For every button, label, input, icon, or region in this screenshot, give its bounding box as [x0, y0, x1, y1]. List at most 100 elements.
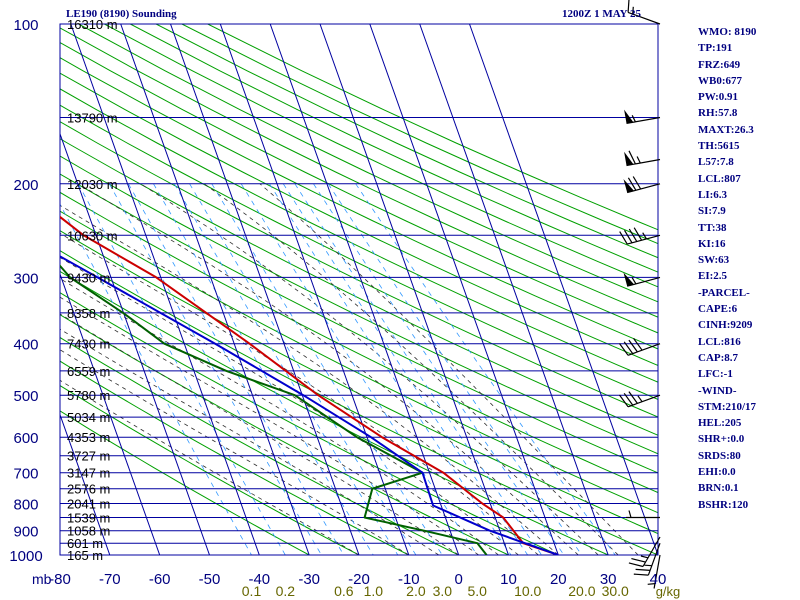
wind-barb-half-feather	[637, 395, 643, 403]
wind-barb-shaft	[627, 11, 661, 25]
isotherm	[60, 272, 161, 555]
index-item: SW:63	[698, 254, 730, 267]
moist-adiabat	[259, 183, 639, 555]
index-item: EI:2.5	[698, 270, 728, 283]
wind-barb	[623, 176, 661, 194]
x-tick-label: -70	[99, 571, 121, 588]
height-label: 9430 m	[67, 270, 110, 285]
y-tick-label: 500	[13, 388, 38, 405]
height-label: 6559 m	[67, 364, 110, 379]
height-label: 3727 m	[67, 449, 110, 464]
plot-frame	[59, 23, 659, 556]
isotherm	[0, 24, 10, 555]
index-item: EHI:0.0	[698, 466, 736, 479]
height-label: 1058 m	[67, 524, 110, 539]
height-label: 10630 m	[67, 228, 118, 243]
y-tick-label: 800	[13, 497, 38, 514]
index-item: HEL:205	[698, 417, 742, 430]
wind-barb-shaft	[653, 554, 661, 589]
wind-barb-feather	[633, 227, 643, 241]
wind-barb-half-feather	[632, 6, 634, 15]
x-tick-label: -40	[248, 571, 270, 588]
isotherm	[269, 24, 460, 555]
mixing-ratio-label: 3.0	[433, 583, 453, 599]
wind-barb-feather	[628, 150, 636, 165]
wind-barb-half-feather	[640, 555, 649, 559]
height-label: 8358 m	[67, 306, 110, 321]
x-tick-label: -20	[348, 571, 370, 588]
mixing-ratio-line	[327, 183, 583, 555]
wind-barb-feather	[619, 343, 629, 356]
wind-barb-half-feather	[628, 510, 632, 518]
height-label: 2576 m	[67, 482, 110, 497]
index-item: FRZ:649	[698, 58, 741, 71]
height-label: 16310 m	[67, 17, 118, 32]
wind-barb-feather	[623, 229, 633, 244]
dry-adiabat	[104, 24, 658, 288]
wind-barb-shaft	[627, 343, 661, 356]
index-item: BSHR:120	[698, 498, 749, 511]
index-item: SRDS:80	[698, 449, 741, 462]
mixing-ratio-line	[240, 183, 478, 555]
moist-adiabat	[60, 313, 459, 555]
wind-barb-feather	[628, 339, 638, 353]
x-tick-label: 0	[455, 571, 463, 588]
index-item: LCL:807	[698, 172, 741, 185]
moist-adiabat	[60, 328, 439, 555]
wind-barb-shaft	[627, 394, 661, 408]
x-tick-label: 30	[600, 571, 617, 588]
mixing-ratio-unit: g/kg	[656, 584, 681, 599]
mixing-ratio-label: 20.0	[568, 583, 595, 599]
mixing-ratio-line	[153, 183, 374, 555]
wind-barb	[619, 227, 661, 245]
isotherm	[120, 24, 310, 555]
isotherm	[60, 413, 111, 555]
wind-barb-feather	[631, 558, 646, 563]
index-item: PW:0.91	[698, 91, 739, 104]
index-item: MAXT:26.3	[698, 123, 754, 136]
wind-barb-feather	[623, 341, 634, 354]
wind-barb	[628, 536, 661, 568]
wind-barb-feather	[632, 176, 642, 190]
isotherm	[319, 24, 509, 555]
index-item: BRN:0.1	[698, 482, 739, 495]
x-tick-label: 40	[650, 571, 667, 588]
index-item: LFC:-1	[698, 368, 733, 381]
wind-barb-feather	[628, 562, 644, 568]
isotherm	[219, 24, 410, 555]
wind-barb-pennant	[623, 272, 634, 287]
height-label: 1539 m	[67, 511, 110, 526]
grid	[59, 23, 659, 556]
y-tick-label: 400	[13, 337, 38, 354]
isotherm	[419, 24, 609, 555]
index-item: WMO: 8190	[698, 26, 757, 38]
wind-barb-shaft	[627, 234, 661, 245]
y-tick-label: 300	[13, 270, 38, 287]
wind-barb-pennant	[624, 151, 634, 166]
isotherm	[170, 24, 360, 555]
wind-barb-feather	[623, 392, 634, 406]
wind-barb-pennant	[624, 109, 634, 124]
wind-barb-shaft	[642, 536, 661, 567]
mixing-ratio-line	[294, 183, 542, 555]
index-item: LCL:816	[698, 335, 741, 348]
height-label: 13790 m	[67, 111, 118, 126]
mixing-ratio-line	[60, 203, 252, 555]
wind-barb-feather	[627, 177, 637, 191]
wind-barb	[619, 338, 661, 356]
index-item: KI:16	[698, 237, 726, 250]
mixing-ratio-label: 1.0	[364, 583, 384, 599]
series-line-parcel	[60, 255, 559, 555]
wind-barb-shaft	[647, 542, 661, 576]
dry-adiabat	[78, 24, 658, 303]
wind-barb-half-feather	[631, 277, 637, 285]
wind-barb-half-feather	[647, 583, 656, 585]
index-item: SI:7.9	[698, 205, 726, 218]
wind-barb-half-feather	[644, 564, 652, 567]
y-axis-unit: mb	[32, 571, 52, 587]
y-tick-label: 700	[13, 466, 38, 483]
wind-barb	[627, 0, 661, 25]
mixing-ratio-line	[77, 183, 286, 555]
index-item: -WIND-	[698, 384, 737, 397]
